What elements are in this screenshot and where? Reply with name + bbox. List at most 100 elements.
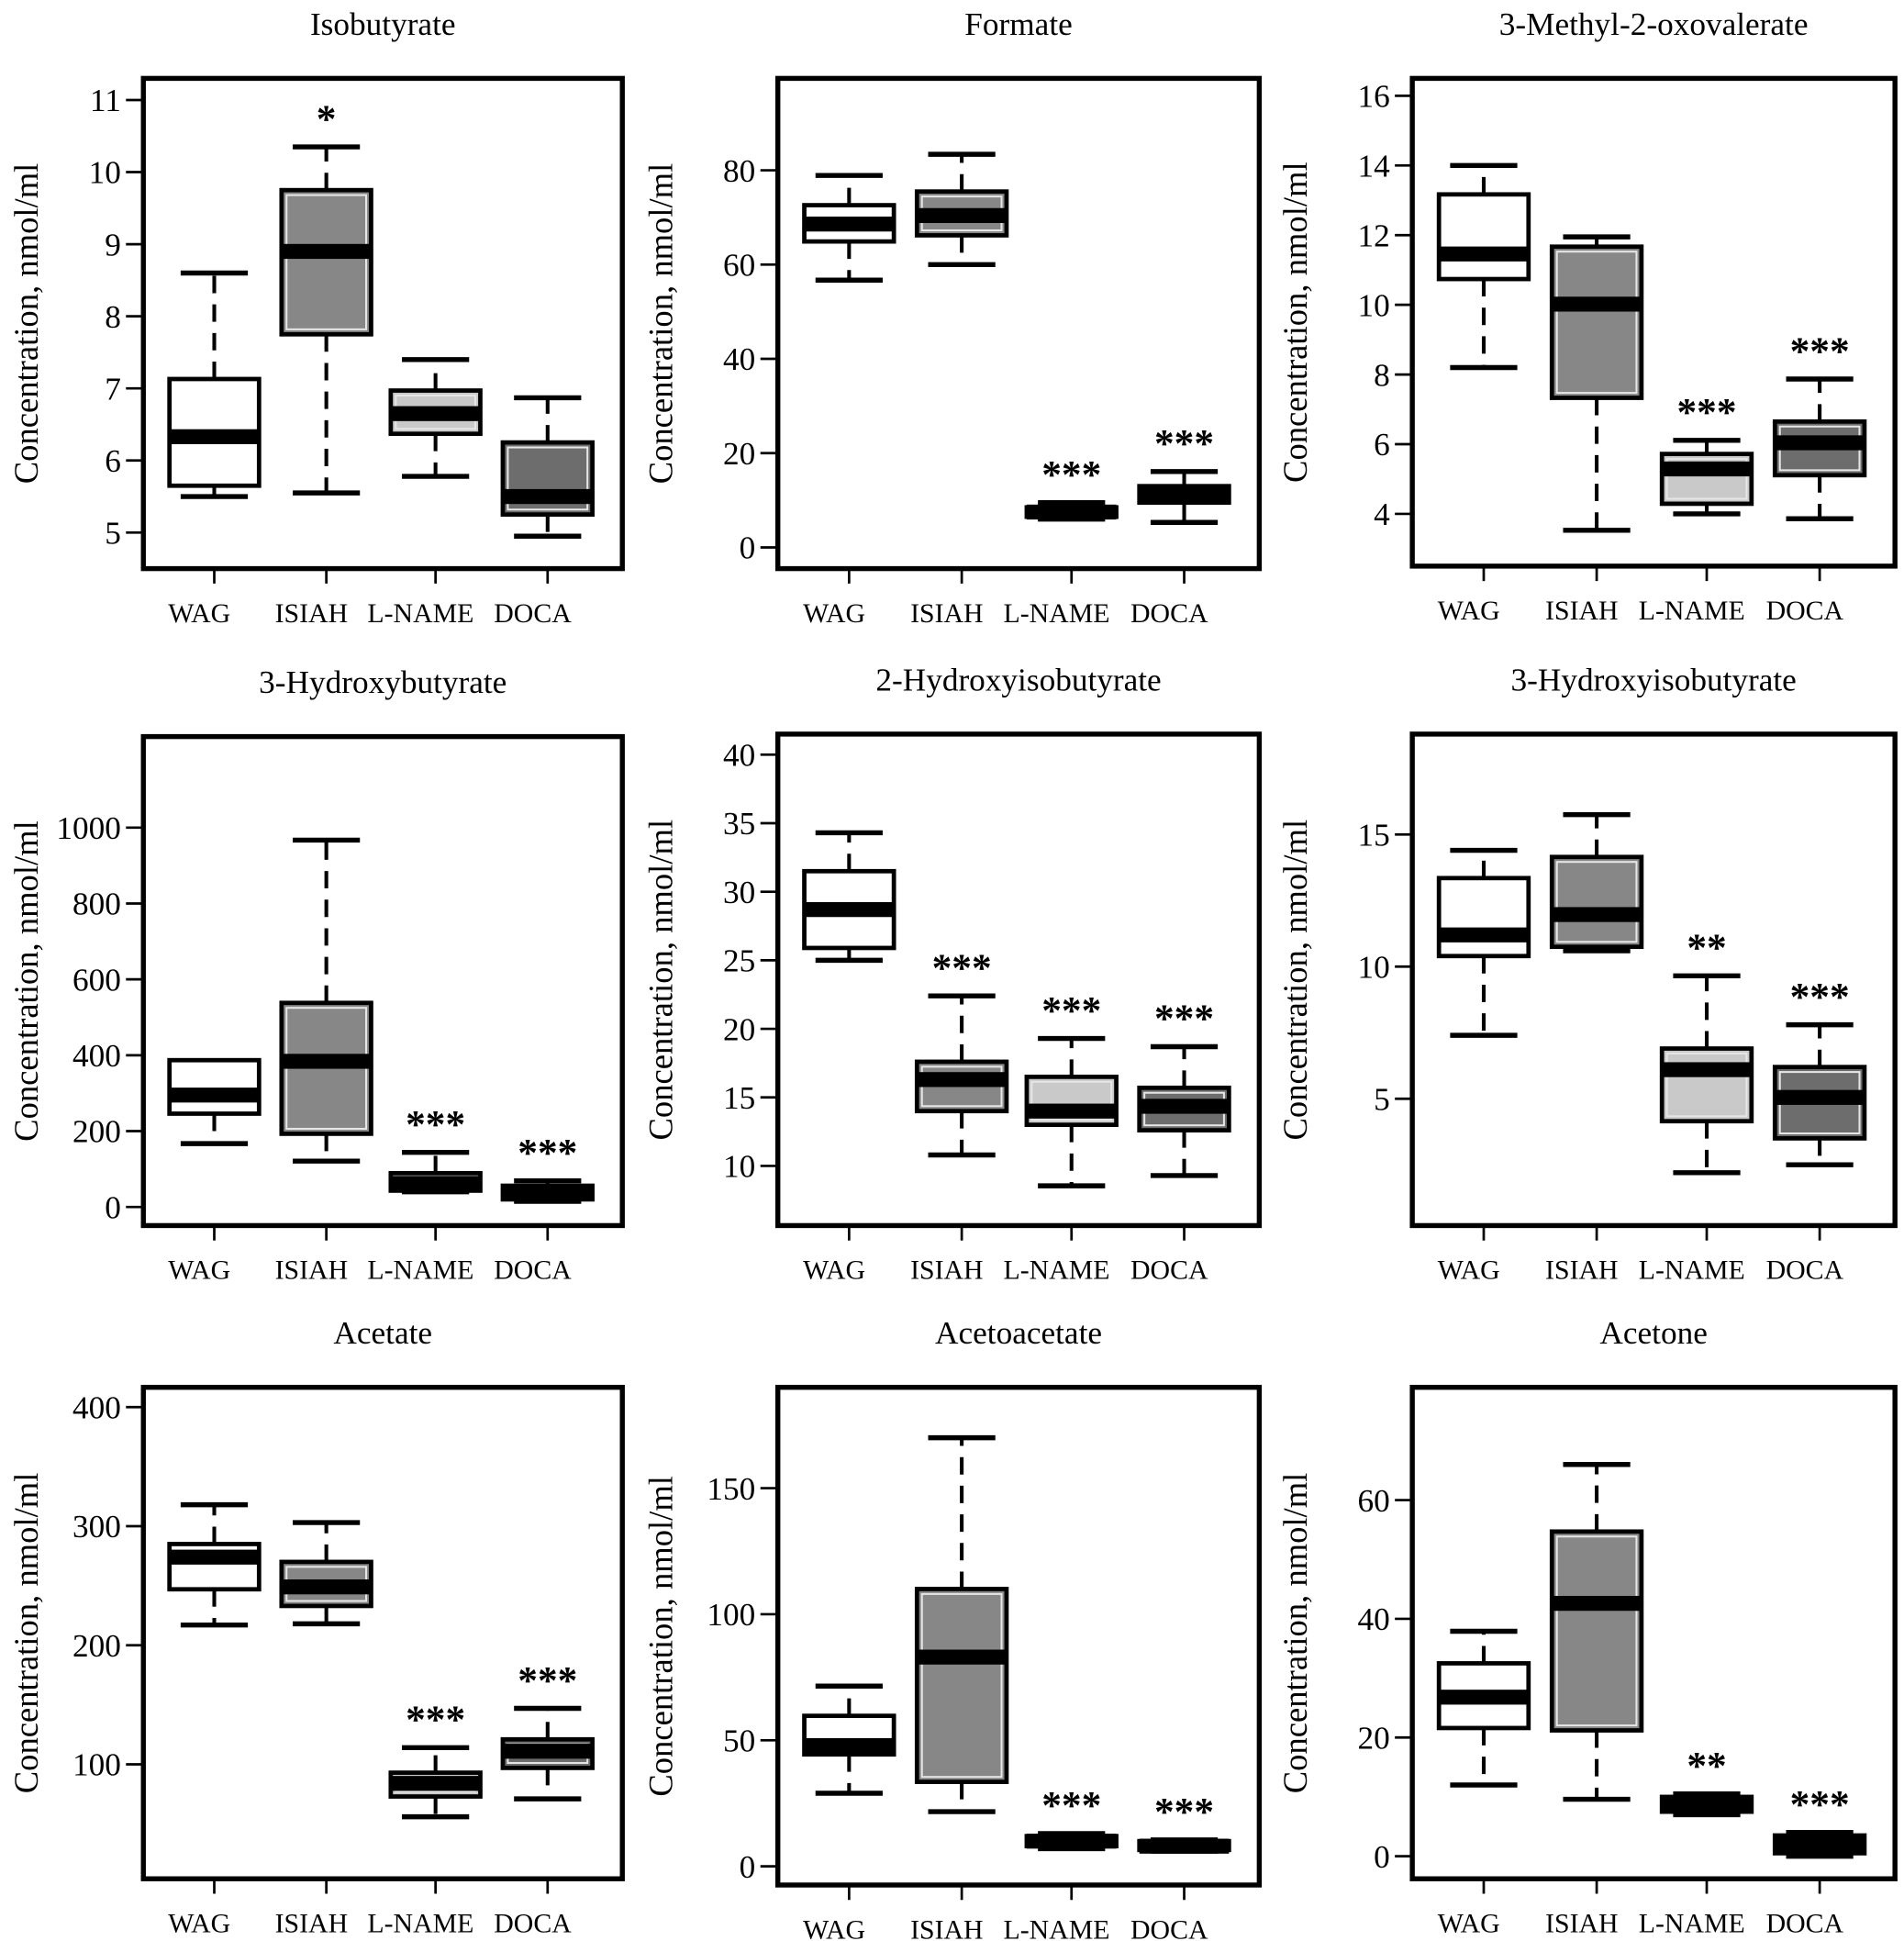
box-iqr — [1549, 854, 1644, 950]
y-tick-label: 0 — [740, 1849, 756, 1885]
significance-marker: *** — [932, 946, 992, 990]
panel-3: 3-Hydroxybutyrate Concentration, nmol/ml 0… — [7, 664, 625, 1286]
x-tick-label: DOCA — [1766, 596, 1844, 626]
panel-6: Acetate Concentration, nmol/ml 100 200 300 40… — [7, 1315, 625, 1939]
y-tick-label: 40 — [723, 341, 755, 377]
panel-8: Acetone Concentration, nmol/ml 0 20 40 60 WAG I… — [1276, 1315, 1898, 1939]
box-inner-outline — [1555, 861, 1638, 943]
y-tick-label: 400 — [72, 1038, 121, 1074]
box-inner-outline — [507, 446, 589, 511]
median-line — [1775, 1836, 1865, 1852]
significance-marker: *** — [1154, 997, 1214, 1041]
box-isiah — [914, 151, 1009, 268]
y-axis-label: Concentration, nmol/ml — [1276, 820, 1314, 1141]
box-isiah — [1549, 812, 1644, 954]
significance-marker: *** — [1676, 391, 1736, 435]
y-tick-label: 16 — [1357, 79, 1389, 115]
x-tick-label: ISIAH — [910, 598, 984, 629]
y-tick-label: 200 — [72, 1628, 121, 1664]
x-tick-label: WAG — [168, 1255, 230, 1286]
box-l-name: *** — [1024, 452, 1119, 522]
y-tick-label: 12 — [1357, 218, 1389, 253]
significance-marker: *** — [518, 1131, 577, 1175]
significance-marker: *** — [1041, 988, 1101, 1032]
box-doca: *** — [1137, 422, 1231, 525]
x-tick-label: DOCA — [494, 1909, 572, 1939]
y-tick-label: 1000 — [56, 810, 121, 846]
panel-title: 3-Hydroxybutyrate — [259, 664, 507, 700]
median-line — [1026, 1834, 1117, 1849]
box-wag — [167, 1501, 262, 1628]
x-tick-label: DOCA — [494, 1255, 572, 1286]
y-tick-label: 100 — [72, 1747, 121, 1783]
box-iqr — [1659, 1046, 1754, 1124]
y-axis-label: Concentration, nmol/ml — [7, 820, 45, 1142]
significance-marker: * — [317, 97, 337, 141]
box-iqr — [1436, 192, 1531, 282]
y-tick-label: 15 — [1357, 818, 1389, 853]
panel-title: Acetoacetate — [935, 1315, 1102, 1351]
y-tick-label: 600 — [72, 962, 121, 998]
panel-1: Formate Concentration, nmol/ml 0 20 40 60 80 WA… — [641, 6, 1263, 629]
significance-marker: *** — [1154, 422, 1214, 466]
x-tick-label: WAG — [803, 1255, 865, 1286]
box-iqr — [1436, 876, 1531, 959]
x-tick-label: WAG — [1438, 1909, 1500, 1939]
plot-frame — [140, 733, 625, 1229]
panel-5: 3-Hydroxyisobutyrate Concentration, nmol/… — [1276, 662, 1898, 1286]
median-line — [804, 1737, 895, 1754]
significance-marker: *** — [1041, 1784, 1101, 1828]
x-tick-label: DOCA — [1130, 598, 1208, 629]
median-line — [1552, 1595, 1642, 1612]
median-line — [390, 1176, 481, 1191]
median-line — [917, 1072, 1007, 1088]
significance-marker: *** — [1790, 975, 1850, 1019]
box-doca: *** — [1137, 997, 1231, 1178]
plot-frame — [774, 1384, 1263, 1888]
y-axis-label: Concentration, nmol/ml — [1276, 162, 1314, 483]
y-tick-label: 10 — [723, 1149, 755, 1185]
box-wag — [802, 173, 896, 283]
box-isiah — [279, 837, 373, 1164]
x-tick-label: L-NAME — [367, 1909, 473, 1939]
y-tick-label: 200 — [72, 1114, 121, 1150]
plot-frame — [1409, 731, 1898, 1229]
y-tick-label: 150 — [707, 1471, 755, 1507]
box-inner-outline — [285, 194, 368, 330]
panel-0: Isobutyrate Concentration, nmol/ml 5 6 7 8 9 10… — [7, 6, 625, 629]
median-line — [281, 1054, 372, 1069]
box-wag — [802, 830, 896, 964]
x-tick-label: ISIAH — [910, 1914, 984, 1941]
y-tick-label: 6 — [1374, 427, 1390, 463]
median-line — [917, 1649, 1007, 1665]
y-axis-label: Concentration, nmol/ml — [7, 1473, 45, 1794]
x-tick-label: ISIAH — [1545, 596, 1619, 626]
median-line — [169, 1549, 260, 1565]
y-axis-label: Concentration, nmol/ml — [1276, 1473, 1314, 1794]
y-tick-label: 25 — [723, 943, 755, 979]
y-axis-label: Concentration, nmol/ml — [641, 163, 679, 485]
box-doca: *** — [1137, 1790, 1231, 1854]
median-line — [1552, 296, 1642, 312]
box-l-name: *** — [1024, 988, 1119, 1188]
box-iqr — [1549, 1529, 1644, 1733]
median-line — [1662, 461, 1752, 477]
y-tick-label: 4 — [1374, 496, 1390, 532]
x-tick-label: L-NAME — [1639, 1255, 1745, 1286]
median-line — [502, 1744, 593, 1759]
y-tick-label: 10 — [1357, 949, 1389, 985]
x-tick-label: L-NAME — [1639, 596, 1745, 626]
y-tick-label: 20 — [723, 1011, 755, 1047]
y-tick-label: 8 — [105, 299, 121, 335]
median-line — [1662, 1062, 1752, 1077]
box-iqr — [1549, 244, 1644, 400]
box-inner-outline — [920, 1592, 1003, 1779]
box-inner-outline — [1555, 251, 1638, 395]
plot-frame — [774, 75, 1263, 572]
median-line — [281, 243, 372, 260]
x-tick-label: DOCA — [1130, 1914, 1208, 1941]
y-axis-label: Concentration, nmol/ml — [641, 820, 679, 1141]
median-line — [1552, 907, 1642, 922]
median-line — [169, 1088, 260, 1103]
